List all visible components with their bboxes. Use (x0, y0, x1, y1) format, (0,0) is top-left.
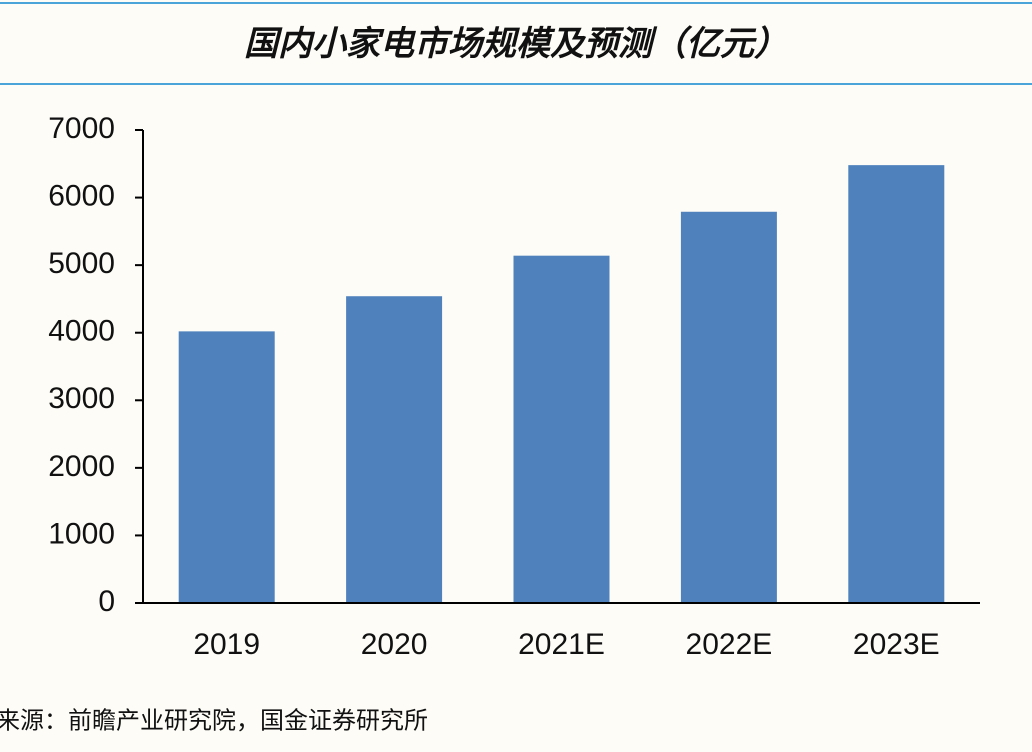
x-tick-label: 2020 (361, 628, 428, 661)
x-tick-label: 2022E (686, 628, 773, 661)
x-tick-label: 2023E (853, 628, 940, 661)
y-tick-label: 5000 (48, 247, 115, 280)
bar (680, 211, 777, 604)
bar (178, 331, 275, 603)
bar (346, 296, 443, 603)
y-tick-label: 6000 (48, 179, 115, 212)
chart-title: 国内小家电市场规模及预测（亿元） (244, 25, 788, 63)
y-tick-label: 4000 (48, 315, 115, 348)
bar (848, 165, 945, 603)
source-note: 来源：前瞻产业研究院，国金证券研究所 (0, 707, 428, 734)
y-tick-label: 2000 (48, 450, 115, 483)
y-tick-label: 7000 (48, 112, 115, 145)
x-tick-label: 2021E (518, 628, 605, 661)
y-tick-label: 1000 (48, 517, 115, 550)
bar (513, 255, 610, 603)
x-tick-label: 2019 (193, 628, 260, 661)
y-tick-label: 0 (98, 585, 115, 618)
y-tick-label: 3000 (48, 382, 115, 415)
